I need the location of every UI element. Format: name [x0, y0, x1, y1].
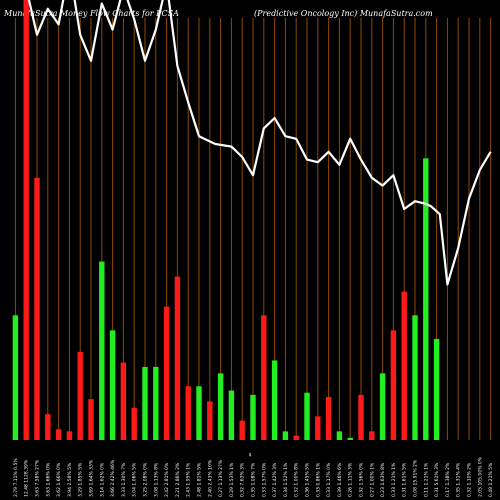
x-tick-label: 0.33 1.17% 0% [326, 462, 332, 497]
x-tick-label: 2.40 2.43% 10% [207, 459, 213, 497]
money-flow-bar [304, 392, 310, 440]
x-tick-label: 0.27 1.13% 27% [218, 459, 224, 497]
x-tick-label: 0.33 0.86% 1% [315, 462, 321, 497]
money-flow-bar [131, 407, 137, 440]
money-flow-bar [153, 366, 159, 440]
x-tick-label: 0.32 1.10% 2% [467, 462, 473, 497]
money-flow-bar [401, 291, 407, 440]
price-line [27, 0, 492, 286]
x-tick-label: 0.23 1.63% 8% [380, 462, 386, 497]
money-flow-bar [423, 158, 429, 440]
money-flow-bar [88, 399, 94, 440]
money-flow-bar [34, 177, 40, 440]
money-flow-bar [336, 431, 343, 440]
money-flow-bar [347, 437, 353, 440]
x-tick-label: 3.63 1.66% 0% [45, 462, 51, 497]
money-flow-bar [261, 315, 267, 440]
gridlines [14, 18, 492, 440]
x-tick-label: 12.48 1128.39% [24, 459, 30, 497]
x-tick-label: 3.04 1.06% 5% [132, 462, 138, 497]
money-flow-bar [120, 362, 127, 440]
money-flow-bar [358, 394, 364, 440]
x-tick-label: 0.36 1.45% 5% [305, 462, 311, 497]
x-tick-label: 0.32 1.56% 0% [359, 462, 365, 497]
x-tick-label: 0.08 15.91% 2% [413, 459, 419, 497]
x-tick-label: 0.17 1.38% 2% [445, 462, 451, 497]
x-tick-label: 0.33 1.57% 0% [261, 462, 267, 497]
money-flow-bar [228, 390, 235, 440]
money-flow-bar [207, 401, 213, 440]
money-flow-bar [99, 261, 105, 440]
x-tick-label: 0.31 5.61% 3% [434, 462, 440, 497]
x-tick-label: 2.43 1.95% 1% [186, 462, 192, 497]
x-tick-label: 3.66 2.42% 46% [110, 459, 116, 497]
money-flow-bar [325, 397, 332, 440]
x-tick-label: 3.14 1.62% 0% [99, 462, 105, 497]
bottom-marker: $ [249, 452, 252, 458]
x-tick-label: 3.94 2.58% 5% [67, 462, 73, 497]
x-tick-label: 2.05 105.00% 0% [477, 456, 483, 497]
x-tick-label: 2.79 7.11% 0.5% [13, 458, 19, 497]
x-tick-label: 0.26 1.11% 3% [348, 462, 354, 497]
money-flow-bar [282, 431, 289, 440]
money-flow-bar [239, 420, 245, 440]
money-flow-bar [217, 373, 224, 440]
money-flow-bar [433, 338, 440, 440]
x-tick-label: 2.42 2.81% 0% [164, 462, 170, 497]
x-tick-label: 3.62 1.66% 0% [56, 462, 62, 497]
money-flow-bar [271, 360, 278, 440]
x-tick-label: 0.49 1.21% 5% [488, 462, 494, 497]
x-tick-label: 0.31 1.61% 5% [402, 462, 408, 497]
money-flow-bar [390, 330, 397, 440]
x-tick-label: 2.48 1.81% 5% [197, 462, 203, 497]
x-tick-label: 0.33 1.21% 1% [391, 462, 397, 497]
money-flow-bar [109, 330, 116, 440]
x-tick-label: 0.37 1.42% 3% [272, 462, 278, 497]
money-flow-bar [293, 435, 299, 440]
x-tick-label: 0.39 1.46% 6% [337, 462, 343, 497]
x-tick-label: 3.63 7.58% 27% [35, 459, 41, 497]
x-tick-label: 3.08 1.13% 8% [153, 462, 159, 497]
money-flow-bar [142, 366, 148, 440]
chart-title-left: MunafaSutra Money Flow Charts for PCSA [4, 9, 179, 18]
money-flow-bar [412, 315, 418, 440]
money-flow-bar [196, 386, 202, 440]
money-flow-bar [45, 414, 51, 440]
x-tick-label: 3.33 1.30% 7% [121, 462, 127, 497]
x-tick-label: 0.35 1.31% 4% [456, 462, 462, 497]
money-flow-bar [12, 315, 19, 440]
money-flow-bar [66, 431, 73, 440]
money-flow-bar [163, 306, 170, 440]
money-flow-bar [174, 276, 181, 440]
x-tick-label: 3.29 1.85% 5% [78, 462, 84, 497]
money-flow-bar [55, 429, 62, 440]
x-tick-label: 3.25 2.08% 0% [143, 462, 149, 497]
money-flow-bar [315, 416, 321, 440]
money-flow-bar [369, 431, 375, 440]
x-tick-label: 3.69 1.64% 33% [89, 459, 95, 497]
x-tick-label: 0.35 1.08% 7% [251, 462, 257, 497]
money-flow-bar [250, 394, 256, 440]
money-flow-bar [379, 373, 386, 440]
chart-title-right: (Predictive Oncology Inc) MunafaSutra.co… [254, 9, 433, 18]
x-tick-label: 0.32 1.00% 8% [294, 462, 300, 497]
x-tick-label: 0.32 7.63% 3% [240, 462, 246, 497]
x-tick-label: 0.34 1.52% 1% [283, 462, 289, 497]
bars [12, 0, 440, 440]
x-tick-label: 0.29 1.53% 1% [229, 462, 235, 497]
x-tick-label: 0.27 1.00% 1% [369, 462, 375, 497]
money-flow-bar [23, 0, 29, 440]
x-tick-label: 0.11 1.21% 1% [423, 462, 429, 497]
money-flow-bar [185, 386, 191, 440]
x-axis-labels: 2.79 7.11% 0.5% 12.48 1128.39% 3.63 7.58% … [13, 456, 494, 497]
x-tick-label: 2.21 2.86% 2% [175, 462, 181, 497]
money-flow-bar [77, 351, 83, 440]
